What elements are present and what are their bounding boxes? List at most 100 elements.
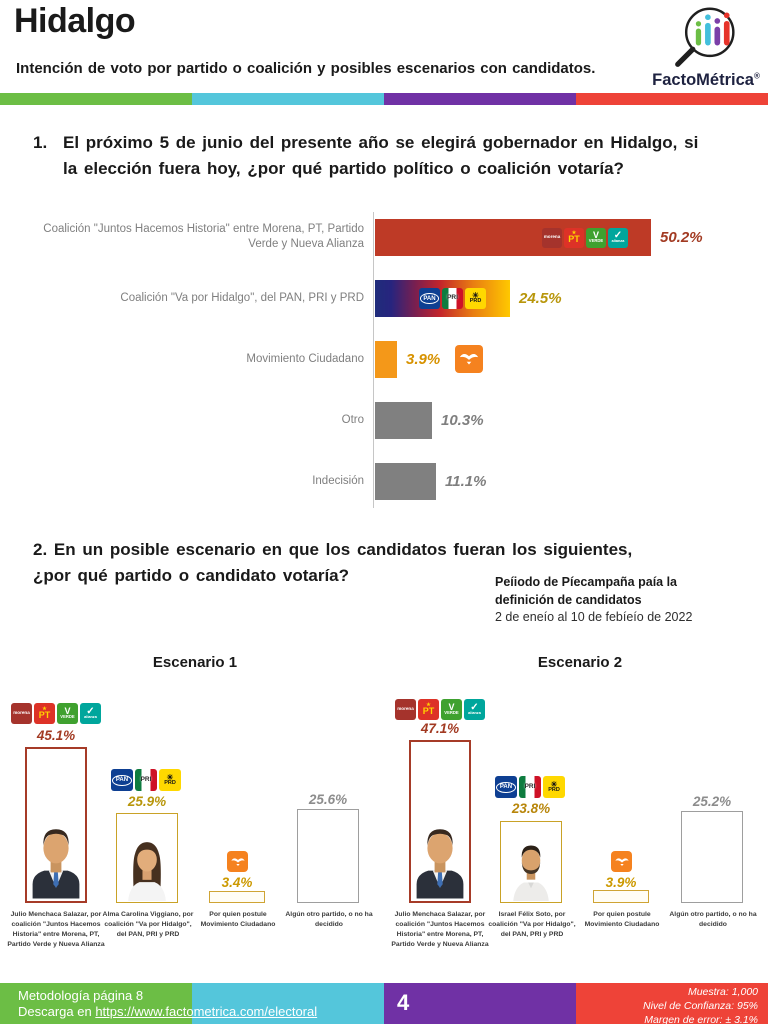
coalition-logos: morena ★ PT V VERDE ✓ alianza (11, 703, 101, 724)
footer-segment-green (0, 983, 192, 1024)
morena-logo: morena (542, 227, 562, 248)
candidate-label: Algún otro partido, o no ha decidido (669, 911, 757, 928)
period-line-3: 2 de eneío al 10 de febíeío de 2022 (495, 610, 693, 624)
morena-logo: morena (11, 703, 32, 724)
value-label: 3.4% (221, 875, 253, 890)
footer-bar (0, 983, 768, 1024)
footer-segment-cyan (192, 983, 384, 1024)
candidate-bar (681, 811, 743, 903)
verde-logo: V VERDE (441, 699, 462, 720)
candidate-photo-julio-menchaca (29, 816, 83, 900)
stripe-segment-purple (384, 93, 576, 105)
pri-logo: PRI (442, 288, 463, 309)
mc-logo (455, 345, 483, 373)
stripe-segment-cyan (192, 93, 384, 105)
mc-eagle-icon (458, 348, 480, 370)
scenario-1-chart: morena ★ PT V VERDE ✓ alianza 45.1% PAN PRI… (0, 695, 384, 970)
candidate-photo-julio-menchaca (413, 816, 467, 900)
value-label: 10.3% (441, 412, 484, 429)
footer-stats: Muestra: 1,000 Nivel de Confianza: 95% M… (643, 986, 758, 1024)
coalition-logos: PAN PRI ☀ PRD (111, 769, 181, 791)
methodology-text: Metodología página 8 (18, 988, 144, 1003)
value-label: 25.2% (692, 794, 732, 809)
candidate-label: Israel Félix Soto, por coalición "Va por… (488, 911, 576, 938)
candidate-bar (297, 809, 359, 903)
coalition-logos: PAN PRI ☀ PRD (419, 288, 486, 309)
coalition-logos: morena ★ PT V VERDE ✓ alianza (542, 227, 628, 248)
sample-text: Muestra: 1,000 (687, 986, 758, 998)
pt-logo: ★ PT (34, 703, 55, 724)
mc-eagle-icon (230, 854, 246, 870)
prd-logo: ☀ PRD (543, 776, 565, 798)
scenario-2-title: Escenario 2 (537, 654, 623, 671)
alianza-logo: ✓ alianza (608, 227, 628, 248)
sun-icon: ☀ (471, 291, 480, 301)
value-label: 47.1% (420, 721, 460, 736)
check-icon: ✓ (613, 230, 623, 242)
download-line: Descarga en https://www.factometrica.com… (18, 1004, 318, 1020)
candidate-bar (409, 740, 471, 903)
candidate-bar (500, 821, 562, 903)
footer-segment-red (576, 983, 768, 1024)
color-stripe (0, 93, 768, 105)
pt-logo: ★ PT (564, 227, 584, 248)
mc-eagle-icon (614, 854, 630, 870)
value-label: 24.5% (519, 290, 562, 307)
value-label: 23.8% (511, 801, 551, 816)
question-1-number: 1. (33, 133, 48, 152)
footer-methodology: Metodología página 8 Descarga en https:/… (18, 988, 317, 1021)
scenario-1-title: Escenario 1 (152, 654, 238, 671)
page-subtitle: Intención de voto por partido o coalició… (16, 60, 596, 77)
candidate-label: Alma Carolina Viggiano, por coalición "V… (102, 911, 194, 938)
bar-va-por-hidalgo: PAN PRI ☀ PRD (375, 280, 510, 317)
category-label: Movimiento Ciudadano (246, 353, 364, 366)
period-line-1: Peíiodo de Píecampaña paía la (495, 575, 678, 589)
page-number: 4 (397, 990, 410, 1015)
coalition-logos: PAN PRI ☀ PRD (495, 776, 565, 798)
footer-segment-purple (384, 983, 576, 1024)
category-label: Otro (341, 414, 364, 427)
prd-logo: ☀ PRD (465, 288, 486, 309)
value-label: 3.9% (605, 875, 637, 890)
brand-logo: FactoMétrica® (650, 4, 762, 90)
margin-text: Margen de error: ± 3.1% (644, 1013, 758, 1024)
mc-logo (611, 851, 632, 872)
verde-v-icon: V (592, 230, 599, 241)
confidence-text: Nivel de Confianza: 95% (643, 999, 758, 1012)
pri-logo: PRI (135, 769, 157, 791)
question-2-text: 2. En un posible escenario en que los ca… (33, 540, 633, 585)
alianza-logo: ✓ alianza (464, 699, 485, 720)
candidate-photo-israel-felix (508, 837, 554, 901)
candidate-bar (116, 813, 178, 903)
bar-otro (375, 402, 432, 439)
alianza-logo: ✓ alianza (80, 703, 101, 724)
question-1: 1. El próximo 5 de junio del presente añ… (33, 130, 733, 181)
pan-logo: PAN (111, 769, 133, 791)
verde-logo: V VERDE (57, 703, 78, 724)
brand-name: FactoMétrica® (652, 71, 760, 89)
period-note: Peíiodo de Píecampaña paía la definición… (495, 574, 755, 627)
question-1-text: El próximo 5 de junio del presente año s… (63, 133, 699, 178)
value-label: 45.1% (36, 728, 76, 743)
bar-juntos-hacemos-historia: morena ★ PT V VERDE ✓ alianza (375, 219, 651, 256)
candidate-bar (209, 891, 265, 903)
magnifier-chart-icon (675, 7, 735, 67)
candidate-bar (593, 890, 649, 903)
prd-logo: ☀ PRD (159, 769, 181, 791)
chart-axis-line (373, 212, 374, 508)
stripe-segment-red (576, 93, 768, 105)
candidate-label: Julio Menchaca Salazar, por coalición "J… (391, 911, 489, 948)
value-label: 3.9% (406, 351, 441, 368)
candidate-photo-alma-viggiano (124, 833, 170, 901)
download-link[interactable]: https://www.factometrica.com/electoral (95, 1004, 318, 1020)
pri-logo: PRI (519, 776, 541, 798)
period-line-2: definición de candidatos (495, 592, 642, 607)
morena-logo: morena (395, 699, 416, 720)
scenario-2-chart: morena ★ PT V VERDE ✓ alianza 47.1% PAN PRI… (384, 695, 768, 970)
candidate-bar (25, 747, 87, 903)
page-title: Hidalgo (14, 2, 136, 40)
candidate-label: Por quien postule Movimiento Ciudadano (584, 911, 660, 928)
value-label: 11.1% (445, 473, 487, 490)
candidate-label: Por quien postule Movimiento Ciudadano (200, 911, 276, 928)
